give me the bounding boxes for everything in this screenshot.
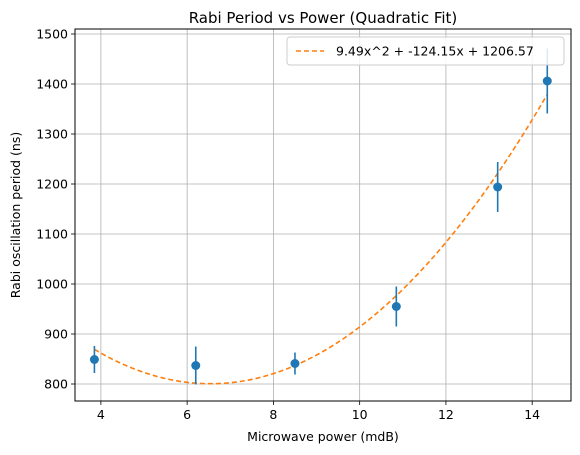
legend-fit-label: 9.49x^2 + -124.15x + 1206.57 <box>336 44 534 59</box>
x-tick-label: 12 <box>438 407 454 422</box>
y-tick-label: 900 <box>44 327 68 342</box>
data-point <box>391 302 401 311</box>
y-axis-label: Rabi oscillation period (ns) <box>8 132 23 298</box>
x-axis-label: Microwave power (mdB) <box>247 429 399 444</box>
data-point <box>191 361 201 370</box>
y-tick-label: 1000 <box>36 277 68 292</box>
x-tick-label: 10 <box>352 407 368 422</box>
data-point <box>493 182 503 192</box>
legend-box <box>286 36 565 66</box>
y-ticks: 800 900 1000 1100 1200 1300 1400 1500 <box>36 27 75 392</box>
chart-title: Rabi Period vs Power (Quadratic Fit) <box>189 9 458 27</box>
y-tick-label: 800 <box>44 377 68 392</box>
grid <box>75 29 571 401</box>
y-tick-label: 1400 <box>36 77 68 92</box>
y-tick-label: 1200 <box>36 177 68 192</box>
x-tick-label: 4 <box>97 407 105 422</box>
fit-line-group <box>94 93 548 385</box>
data-point <box>89 355 99 364</box>
y-tick-label: 1300 <box>36 127 68 142</box>
x-tick-label: 6 <box>183 407 191 422</box>
x-tick-label: 14 <box>524 407 540 422</box>
y-tick-label: 1500 <box>36 27 68 42</box>
plot-frame <box>74 28 572 402</box>
data-point <box>542 76 552 86</box>
x-tick-label: 8 <box>269 407 277 422</box>
fit-line <box>94 93 548 385</box>
data-point <box>290 359 300 368</box>
legend: 9.49x^2 + -124.15x + 1206.57 <box>286 36 565 66</box>
y-tick-label: 1100 <box>36 227 68 242</box>
x-ticks: 4 6 8 10 12 14 <box>97 401 540 422</box>
